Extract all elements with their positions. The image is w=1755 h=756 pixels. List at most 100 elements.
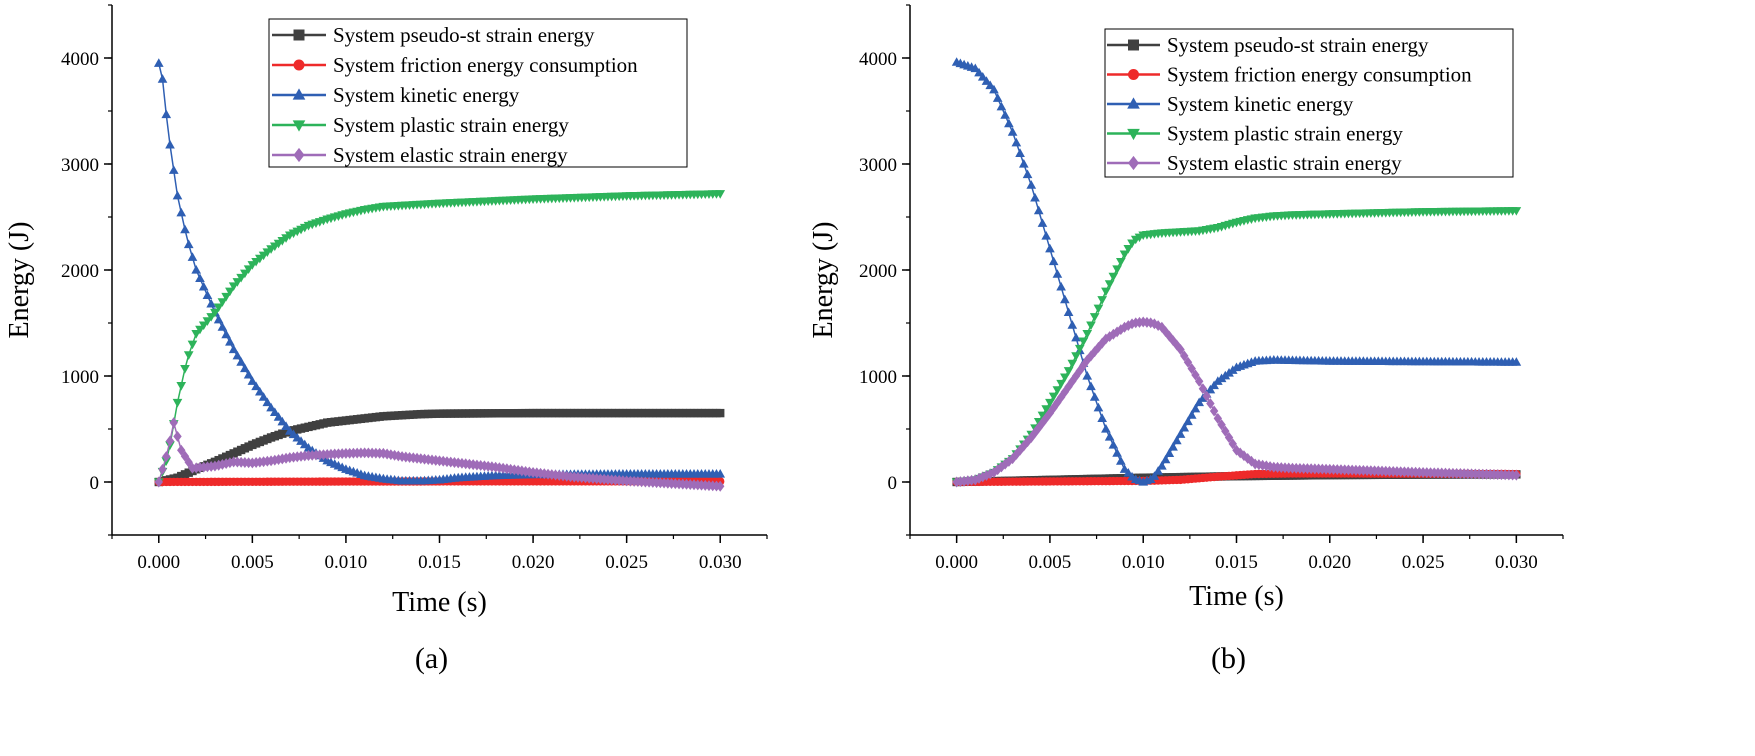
data-point xyxy=(1063,307,1074,316)
data-point xyxy=(1187,363,1196,375)
data-point xyxy=(1089,392,1100,401)
data-point xyxy=(1112,448,1122,457)
data-point xyxy=(1041,405,1052,414)
data-point xyxy=(228,282,239,291)
data-point xyxy=(202,317,213,326)
data-point xyxy=(1023,436,1032,448)
data-point xyxy=(1160,454,1171,464)
data-point xyxy=(1221,425,1230,437)
data-point xyxy=(716,480,725,492)
data-point xyxy=(1045,398,1055,408)
data-point xyxy=(1086,381,1096,391)
legend-marker xyxy=(1128,69,1139,80)
data-point xyxy=(278,453,287,465)
data-point xyxy=(1064,381,1073,393)
data-point xyxy=(1078,337,1089,347)
y-tick-label: 4000 xyxy=(859,49,897,70)
y-tick-label: 0 xyxy=(888,473,898,494)
data-point xyxy=(1097,413,1107,422)
data-point xyxy=(1168,441,1178,451)
y-axis-title: Energy (J) xyxy=(808,222,839,339)
data-point xyxy=(255,386,265,396)
data-point xyxy=(217,298,228,307)
data-point xyxy=(981,76,992,85)
data-point xyxy=(281,421,291,431)
data-point xyxy=(715,469,726,478)
legend: System pseudo-st strain energy System fri… xyxy=(1104,28,1514,178)
data-point xyxy=(1191,369,1200,381)
data-point xyxy=(1086,350,1096,362)
legend-box xyxy=(268,18,688,168)
data-point xyxy=(1093,304,1104,314)
x-tick-label: 0.030 xyxy=(1495,552,1538,573)
legend: System pseudo-st strain energy System fri… xyxy=(268,18,688,168)
data-point xyxy=(198,321,209,331)
panel-caption: (b) xyxy=(1211,642,1246,675)
data-point xyxy=(1008,453,1017,465)
data-point xyxy=(974,472,984,484)
data-point xyxy=(1209,405,1219,417)
data-point xyxy=(1004,118,1014,128)
data-point xyxy=(221,458,231,470)
y-axis-title: Energy (J) xyxy=(4,222,35,339)
data-point xyxy=(1176,344,1185,355)
x-axis-title: Time (s) xyxy=(392,587,487,618)
data-point xyxy=(266,402,276,412)
data-point xyxy=(247,376,258,385)
data-point xyxy=(996,101,1007,111)
data-point xyxy=(153,58,164,67)
data-point xyxy=(1056,281,1066,291)
data-point xyxy=(997,461,1006,473)
data-point xyxy=(1022,169,1033,179)
data-point xyxy=(1071,332,1081,342)
data-point xyxy=(1198,383,1208,395)
x-tick-label: 0.005 xyxy=(231,552,274,573)
x-tick-label: 0.000 xyxy=(137,552,180,573)
data-point xyxy=(1056,391,1066,403)
data-point xyxy=(1082,330,1093,339)
series-diamond xyxy=(952,316,1521,488)
data-point xyxy=(165,435,175,447)
data-point xyxy=(1026,180,1037,189)
series-line xyxy=(956,209,1517,483)
data-point xyxy=(240,269,250,279)
data-point xyxy=(1217,419,1226,431)
data-point xyxy=(217,322,228,331)
data-point xyxy=(1067,359,1078,369)
data-point xyxy=(716,408,725,418)
data-point xyxy=(165,139,175,149)
data-point xyxy=(228,344,239,354)
data-point xyxy=(971,474,980,486)
data-point xyxy=(191,330,202,339)
data-point xyxy=(1183,356,1193,368)
legend-marker xyxy=(1128,39,1139,51)
x-tick-label: 0.020 xyxy=(512,552,555,573)
y-tick-label: 1000 xyxy=(61,367,99,388)
legend-marker xyxy=(292,120,306,132)
data-point xyxy=(180,365,190,374)
x-tick-label: 0.000 xyxy=(935,552,978,573)
data-point xyxy=(1018,158,1029,168)
data-point xyxy=(1060,294,1070,304)
data-point xyxy=(1048,392,1059,402)
y-tick-label: 4000 xyxy=(61,49,99,70)
data-point xyxy=(1093,402,1104,412)
y-tick-label: 3000 xyxy=(859,155,897,176)
data-point xyxy=(232,350,243,360)
data-point xyxy=(1186,410,1197,419)
data-point xyxy=(172,190,183,200)
data-point xyxy=(1101,423,1111,433)
data-point xyxy=(1041,231,1052,240)
data-point xyxy=(206,298,217,308)
data-point xyxy=(1511,207,1522,216)
data-point xyxy=(1112,326,1122,338)
data-point xyxy=(1015,148,1025,157)
data-point xyxy=(1179,422,1190,432)
data-point xyxy=(187,252,198,261)
data-point xyxy=(176,381,187,391)
data-point xyxy=(1089,313,1100,322)
data-point xyxy=(262,397,273,407)
legend-marker xyxy=(1127,128,1140,141)
legend-marker xyxy=(293,59,305,71)
data-point xyxy=(176,207,187,217)
